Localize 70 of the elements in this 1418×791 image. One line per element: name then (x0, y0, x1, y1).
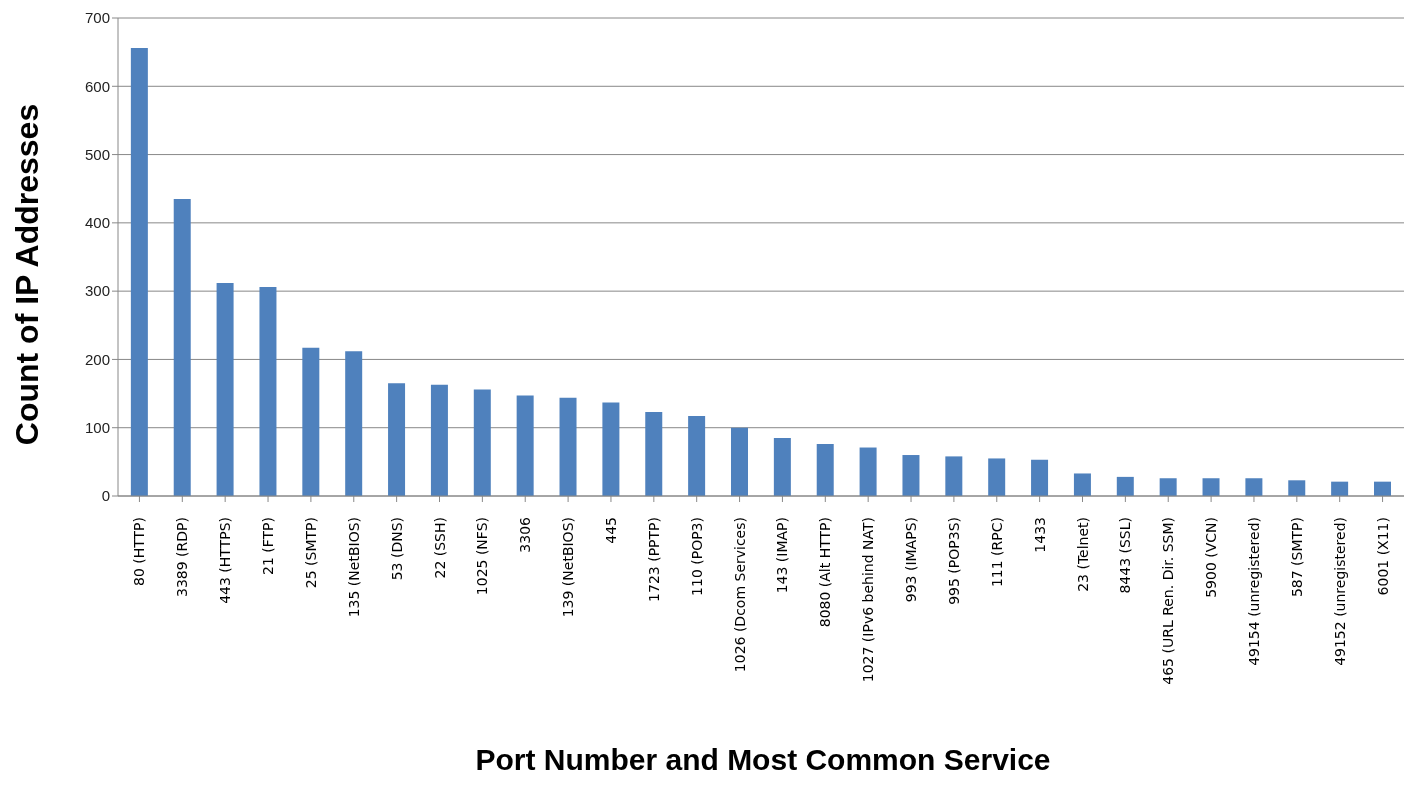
x-tick-label: 3389 (RDP) (174, 517, 191, 597)
x-tick-label: 111 (RPC) (988, 517, 1005, 588)
x-tick-label: 53 (DNS) (388, 517, 405, 581)
bar (302, 347, 320, 496)
bar (473, 389, 491, 496)
x-axis-title: Port Number and Most Common Service (474, 743, 1052, 777)
bar (859, 447, 877, 496)
x-tick-label: 995 (POP3S) (945, 517, 962, 605)
bar (1159, 478, 1177, 496)
bar (559, 397, 577, 496)
bar (345, 351, 363, 496)
x-tick-label: 6001 (X11) (1374, 517, 1391, 596)
x-tick-label: 1433 (1031, 517, 1048, 553)
bar (1073, 473, 1091, 496)
x-tick-label: 143 (IMAP) (774, 517, 791, 594)
x-tick-label: 1723 (PPTP) (645, 517, 662, 602)
x-tick-label: 139 (NetBIOS) (560, 517, 577, 618)
x-tick-label: 8080 (Alt HTTP) (817, 517, 834, 628)
bar (216, 282, 234, 496)
y-tick-label: 400 (84, 214, 110, 232)
x-tick-label: 135 (NetBIOS) (345, 517, 362, 618)
bar (516, 395, 534, 496)
x-tick-label: 49152 (unregistered) (1331, 517, 1348, 666)
y-tick-label: 500 (84, 145, 110, 163)
bar (1245, 478, 1263, 496)
bar (902, 455, 920, 496)
y-tick-label: 700 (84, 9, 110, 27)
y-tick-label: 600 (84, 77, 110, 95)
x-tick-label: 110 (POP3) (688, 517, 705, 596)
y-tick-label: 0 (101, 487, 110, 505)
x-tick-label: 445 (602, 517, 619, 544)
y-axis-title: Count of IP Addresses (9, 103, 47, 445)
bar (1202, 478, 1220, 496)
x-tick-label: 25 (SMTP) (302, 517, 319, 589)
bar (730, 427, 748, 496)
bar (430, 384, 448, 496)
x-tick-label: 3306 (517, 516, 534, 553)
x-tick-label: 1025 (NFS) (474, 517, 491, 596)
bar (130, 48, 148, 496)
x-tick-label: 587 (SMTP) (1288, 517, 1305, 598)
bar (1116, 476, 1134, 496)
bar (945, 456, 963, 496)
x-tick-label: 23 (Telnet) (1074, 517, 1091, 592)
bar (816, 444, 834, 496)
bar (988, 458, 1006, 496)
x-tick-label: 1027 (IPv6 behind NAT) (860, 517, 877, 683)
x-tick-label: 1026 (Dcom Services) (731, 517, 748, 673)
y-tick-label: 100 (84, 419, 110, 437)
x-tick-label: 8443 (SSL) (1117, 517, 1134, 594)
x-tick-label: 465 (URL Ren. Dir. SSM) (1160, 517, 1177, 685)
x-tick-label: 49154 (unregistered) (1245, 517, 1262, 666)
bar (388, 383, 406, 496)
x-tick-label: 443 (HTTPS) (217, 517, 234, 604)
bar (1288, 480, 1306, 496)
x-tick-label: 993 (IMAPS) (903, 517, 920, 603)
y-tick-label: 200 (84, 350, 110, 368)
x-tick-label: 22 (SSH) (431, 517, 448, 579)
bar (645, 412, 663, 496)
bar (259, 287, 277, 496)
bar (1373, 481, 1391, 496)
bar (1031, 459, 1049, 496)
bar (688, 416, 706, 496)
bar (1331, 481, 1349, 496)
y-tick-label: 300 (84, 282, 110, 300)
x-tick-label: 80 (HTTP) (131, 517, 148, 587)
x-tick-label: 5900 (VCN) (1203, 517, 1220, 598)
bar (602, 402, 620, 496)
x-tick-label: 21 (FTP) (260, 517, 277, 575)
bar (173, 198, 191, 496)
bar (773, 437, 791, 496)
